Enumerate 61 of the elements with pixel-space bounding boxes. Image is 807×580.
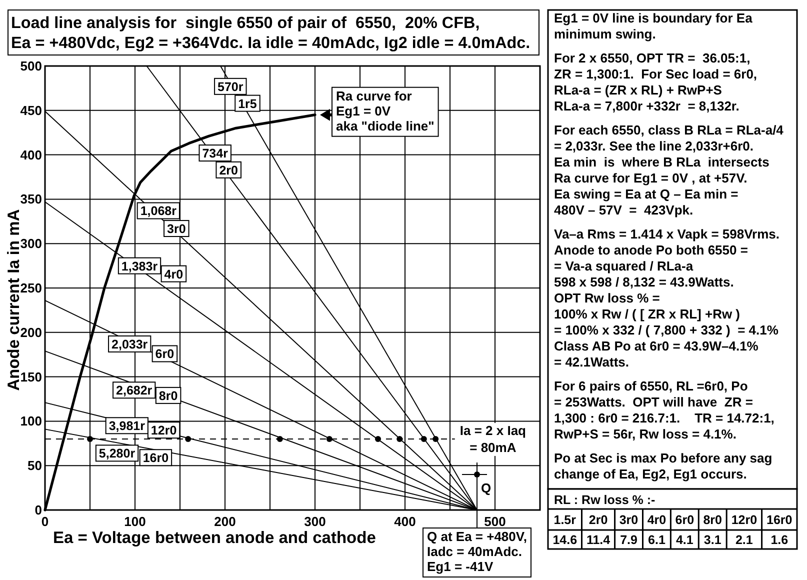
y-tick-label: 150 — [20, 369, 42, 384]
data-label: 4.1 — [676, 533, 694, 547]
text: Eg1 = 0V line is boundary for Ea minimum swing. — [554, 10, 754, 42]
legend-label: Q — [481, 480, 492, 496]
text: For 2 x 6550, OPT TR = 36.05:1, ZR = 1,300:1. For Sec load = 6r0, RLa-a = (ZR x RL) + RwP+S RLa-a = 7,800r +332r = 8,132r. — [554, 50, 758, 114]
category-label: 16r0 — [766, 513, 792, 527]
data-label: 6.1 — [648, 533, 666, 547]
x-tick-label: 300 — [304, 514, 326, 529]
data-label: 2.1 — [735, 533, 753, 547]
annotation: 3r0 — [167, 222, 186, 236]
category-label: 4r0 — [647, 513, 666, 527]
x-axis-title: Ea = Voltage between anode and cathode — [53, 529, 376, 547]
annotation: 16r0 — [142, 451, 169, 466]
annotation: 570r — [218, 80, 244, 94]
category-label: 8r0 — [703, 513, 722, 527]
annotation: 6r0 — [155, 347, 174, 362]
y-tick-label: 450 — [20, 102, 42, 118]
y-tick-label: 250 — [20, 280, 42, 296]
y-tick-label: 0 — [34, 502, 42, 518]
y-tick-label: 50 — [28, 458, 42, 474]
category-label: 3r0 — [619, 513, 638, 527]
annotation: 2,033r — [112, 337, 148, 352]
text: For each 6550, class B RLa = RLa-a/4 = 2,033r. See the line 2,033r+6r0. Ea min is where B RLa intersects Ra curve for Eg1 = 0V , at +57V. Ea swing = Ea at Q – Ea min = 480V – 57V = 423Vpk. — [554, 122, 784, 218]
data-label: 3.1 — [704, 533, 722, 547]
data-label: 14.6 — [552, 533, 578, 547]
annotation: 5,280r — [98, 446, 136, 461]
y-tick-label: 400 — [20, 147, 42, 162]
annotation: 2r0 — [219, 163, 238, 178]
annotation: 3,981r — [108, 419, 146, 434]
category-label: 1.5r — [554, 513, 576, 527]
chart-title: Load line analysis for single 6550 of pair of 6550, 20% CFB, Ea = +480Vdc, Eg2 = +364Vdc. Ia idle = 40mAdc, Ig2 idle = 4.0mAdc. — [11, 14, 530, 52]
y-tick-label: 300 — [20, 236, 42, 252]
x-tick-label: 500 — [484, 514, 506, 529]
y-tick-label: 500 — [20, 58, 42, 74]
data-label: 11.4 — [586, 533, 610, 547]
annotation: Ra curve for Eg1 = 0V aka "diode line" — [336, 88, 434, 134]
category-label: 12r0 — [731, 513, 758, 527]
annotation: 4r0 — [164, 267, 184, 282]
data-label: 7.9 — [620, 533, 638, 547]
text: RL : Rw loss % :- — [554, 493, 656, 507]
annotation: 1,383r — [121, 259, 158, 274]
x-tick-label: 100 — [124, 514, 146, 529]
annotation: Q at Ea = +480V, Iadc = 40mAdc. Eg1 = -41V — [427, 529, 527, 574]
y-tick-label: 100 — [20, 414, 42, 429]
annotation: 8r0 — [158, 388, 178, 403]
annotation: 2,682r — [116, 384, 152, 398]
x-tick-label: 200 — [214, 514, 236, 529]
text: Va–a Rms = 1.414 x Vapk = 598Vrms. Anode to anode Po both 6550 = = Va-a squared / RLa-a 598 x 598 / 8,132 = 43.9Watts. OPT Rw loss % = 100% x Rw / ( [ ZR x RL] +Rw ) = 100% x 332 / ( 7,800 + 332 ) = 4.1% Class AB Po at 6r0 = 43.9W–4.1% = 42.1Watts. — [554, 226, 780, 370]
text: For 6 pairs of 6550, RL =6r0, Po = 253Watts. OPT will have ZR = 1,300 : 6r0 = 216.7:1. TR = 14.72:1, RwP+S = 56r, Rw loss = 4.1%. — [554, 378, 774, 442]
y-tick-label: 350 — [20, 192, 42, 207]
annotation: 12r0 — [150, 424, 177, 438]
text: Po at Sec is max Po before any sag change of Ea, Eg2, Eg1 occurs. — [554, 450, 772, 482]
annotation: 1r5 — [238, 96, 257, 111]
annotation: 734r — [202, 146, 228, 161]
data-label: 1.6 — [770, 533, 788, 547]
ref-line-label: Ia = 2 x Iaq = 80mA — [460, 422, 526, 455]
category-label: 2r0 — [588, 513, 608, 527]
annotation: 1,068r — [140, 204, 177, 218]
x-tick-label: 400 — [394, 514, 416, 529]
y-tick-label: 200 — [20, 324, 42, 340]
category-label: 6r0 — [675, 513, 694, 527]
